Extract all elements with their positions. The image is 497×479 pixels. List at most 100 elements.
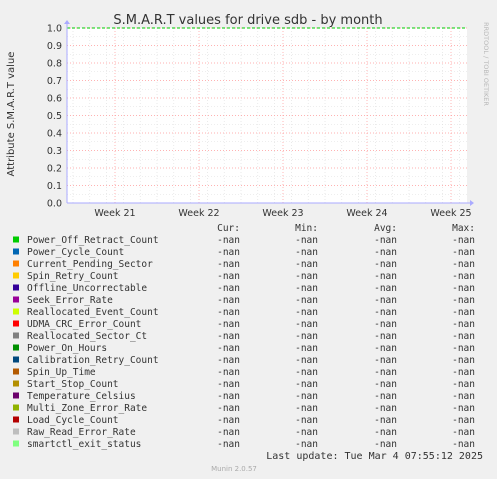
legend-value-max: -nan (452, 271, 475, 282)
legend-row: Spin_Up_Time -nan -nan -nan -nan (13, 367, 475, 378)
legend-row: Power_Cycle_Count -nan -nan -nan -nan (13, 247, 475, 258)
legend-value-max: -nan (452, 403, 475, 414)
legend-value-min: -nan (295, 355, 318, 366)
legend-swatch (13, 380, 19, 387)
legend-value-min: -nan (295, 271, 318, 282)
legend-swatch (13, 416, 19, 423)
legend-series-name: Load_Cycle_Count (27, 415, 119, 426)
legend-value-cur: -nan (217, 319, 240, 330)
legend-swatch (13, 308, 19, 315)
x-tick-label: Week 24 (346, 208, 387, 219)
legend-series-name: UDMA_CRC_Error_Count (27, 319, 141, 330)
legend-swatch (13, 320, 19, 327)
legend-value-min: -nan (295, 403, 318, 414)
x-tick-labels: Week 21 Week 22 Week 23 Week 24 Week 25 (94, 208, 471, 219)
legend-value-max: -nan (452, 391, 475, 402)
legend-series-name: Power_On_Hours (27, 343, 107, 354)
legend-row: Raw_Read_Error_Rate -nan -nan -nan -nan (13, 427, 475, 438)
legend-value-max: -nan (452, 343, 475, 354)
legend-row: Offline_Uncorrectable -nan -nan -nan -nan (13, 283, 475, 294)
legend-swatch (13, 392, 19, 399)
legend-value-min: -nan (295, 331, 318, 342)
legend-value-cur: -nan (217, 403, 240, 414)
legend-column-header: Max: (452, 223, 475, 234)
legend-value-avg: -nan (374, 235, 397, 246)
legend-value-min: -nan (295, 283, 318, 294)
legend-value-cur: -nan (217, 307, 240, 318)
y-tick-label: 0.9 (47, 41, 62, 52)
y-axis-label: Attribute S.M.A.R.T value (6, 52, 17, 177)
legend-value-max: -nan (452, 247, 475, 258)
legend-row: Power_On_Hours -nan -nan -nan -nan (13, 343, 475, 354)
legend-row: Start_Stop_Count -nan -nan -nan -nan (13, 379, 475, 390)
legend-row: UDMA_CRC_Error_Count -nan -nan -nan -nan (13, 319, 475, 330)
legend-value-max: -nan (452, 259, 475, 270)
legend-value-avg: -nan (374, 355, 397, 366)
legend-value-max: -nan (452, 439, 475, 450)
legend-value-min: -nan (295, 427, 318, 438)
x-tick-label: Week 22 (178, 208, 219, 219)
y-tick-label: 0.3 (47, 146, 62, 157)
legend-swatch (13, 248, 19, 255)
y-tick-labels: 0.0 0.1 0.2 0.3 0.4 0.5 0.6 0.7 0.8 0.9 1.0 (47, 24, 62, 210)
x-axis-arrow (470, 200, 474, 206)
legend-value-avg: -nan (374, 295, 397, 306)
legend-value-max: -nan (452, 415, 475, 426)
legend-series-name: Current_Pending_Sector (27, 259, 153, 270)
legend-value-max: -nan (452, 427, 475, 438)
legend-series-name: Spin_Retry_Count (27, 271, 119, 282)
legend-value-cur: -nan (217, 391, 240, 402)
legend-value-max: -nan (452, 331, 475, 342)
legend-row: Load_Cycle_Count -nan -nan -nan -nan (13, 415, 475, 426)
legend-value-cur: -nan (217, 271, 240, 282)
legend-series-name: smartctl_exit_status (27, 439, 141, 450)
legend-swatch (13, 344, 19, 351)
legend-value-cur: -nan (217, 427, 240, 438)
legend-value-min: -nan (295, 391, 318, 402)
legend-series-name: Multi_Zone_Error_Rate (27, 403, 147, 414)
legend-value-min: -nan (295, 415, 318, 426)
legend-value-min: -nan (295, 307, 318, 318)
legend-value-avg: -nan (374, 367, 397, 378)
legend-series-name: Reallocated_Sector_Ct (27, 331, 147, 342)
legend-value-max: -nan (452, 379, 475, 390)
legend-value-avg: -nan (374, 259, 397, 270)
legend-value-avg: -nan (374, 439, 397, 450)
legend-value-min: -nan (295, 295, 318, 306)
chart-title: S.M.A.R.T values for drive sdb - by mont… (113, 13, 382, 28)
legend-row: Reallocated_Sector_Ct -nan -nan -nan -nan (13, 331, 475, 342)
legend-value-avg: -nan (374, 427, 397, 438)
legend-value-cur: -nan (217, 235, 240, 246)
legend-value-avg: -nan (374, 271, 397, 282)
legend-row: Calibration_Retry_Count -nan -nan -nan -nan (13, 355, 475, 366)
y-tick-label: 0.8 (47, 59, 62, 70)
x-tick-label: Week 25 (430, 208, 471, 219)
legend-value-cur: -nan (217, 343, 240, 354)
legend-swatch (13, 332, 19, 339)
legend-swatch (13, 428, 19, 435)
legend-value-min: -nan (295, 259, 318, 270)
legend-value-min: -nan (295, 247, 318, 258)
legend-swatch (13, 272, 19, 279)
legend-value-avg: -nan (374, 319, 397, 330)
y-tick-label: 0.6 (47, 94, 62, 105)
legend-value-min: -nan (295, 343, 318, 354)
legend-value-min: -nan (295, 367, 318, 378)
legend-series-name: Offline_Uncorrectable (27, 283, 147, 294)
legend-value-avg: -nan (374, 307, 397, 318)
legend: Cur: Min: Avg: Max: Power_Off_Retract_Count -… (13, 223, 475, 450)
legend-column-header: Cur: (217, 223, 240, 234)
legend-row: Spin_Retry_Count -nan -nan -nan -nan (13, 271, 475, 282)
legend-column-header: Avg: (374, 223, 397, 234)
legend-value-avg: -nan (374, 403, 397, 414)
munin-version: Munin 2.0.57 (211, 465, 257, 473)
legend-row: Power_Off_Retract_Count -nan -nan -nan -nan (13, 235, 475, 246)
legend-swatch (13, 404, 19, 411)
x-tick-label: Week 23 (262, 208, 303, 219)
legend-value-cur: -nan (217, 415, 240, 426)
legend-value-avg: -nan (374, 331, 397, 342)
legend-row: Current_Pending_Sector -nan -nan -nan -nan (13, 259, 475, 270)
legend-value-max: -nan (452, 319, 475, 330)
legend-series-name: Start_Stop_Count (27, 379, 119, 390)
legend-row: Multi_Zone_Error_Rate -nan -nan -nan -nan (13, 403, 475, 414)
